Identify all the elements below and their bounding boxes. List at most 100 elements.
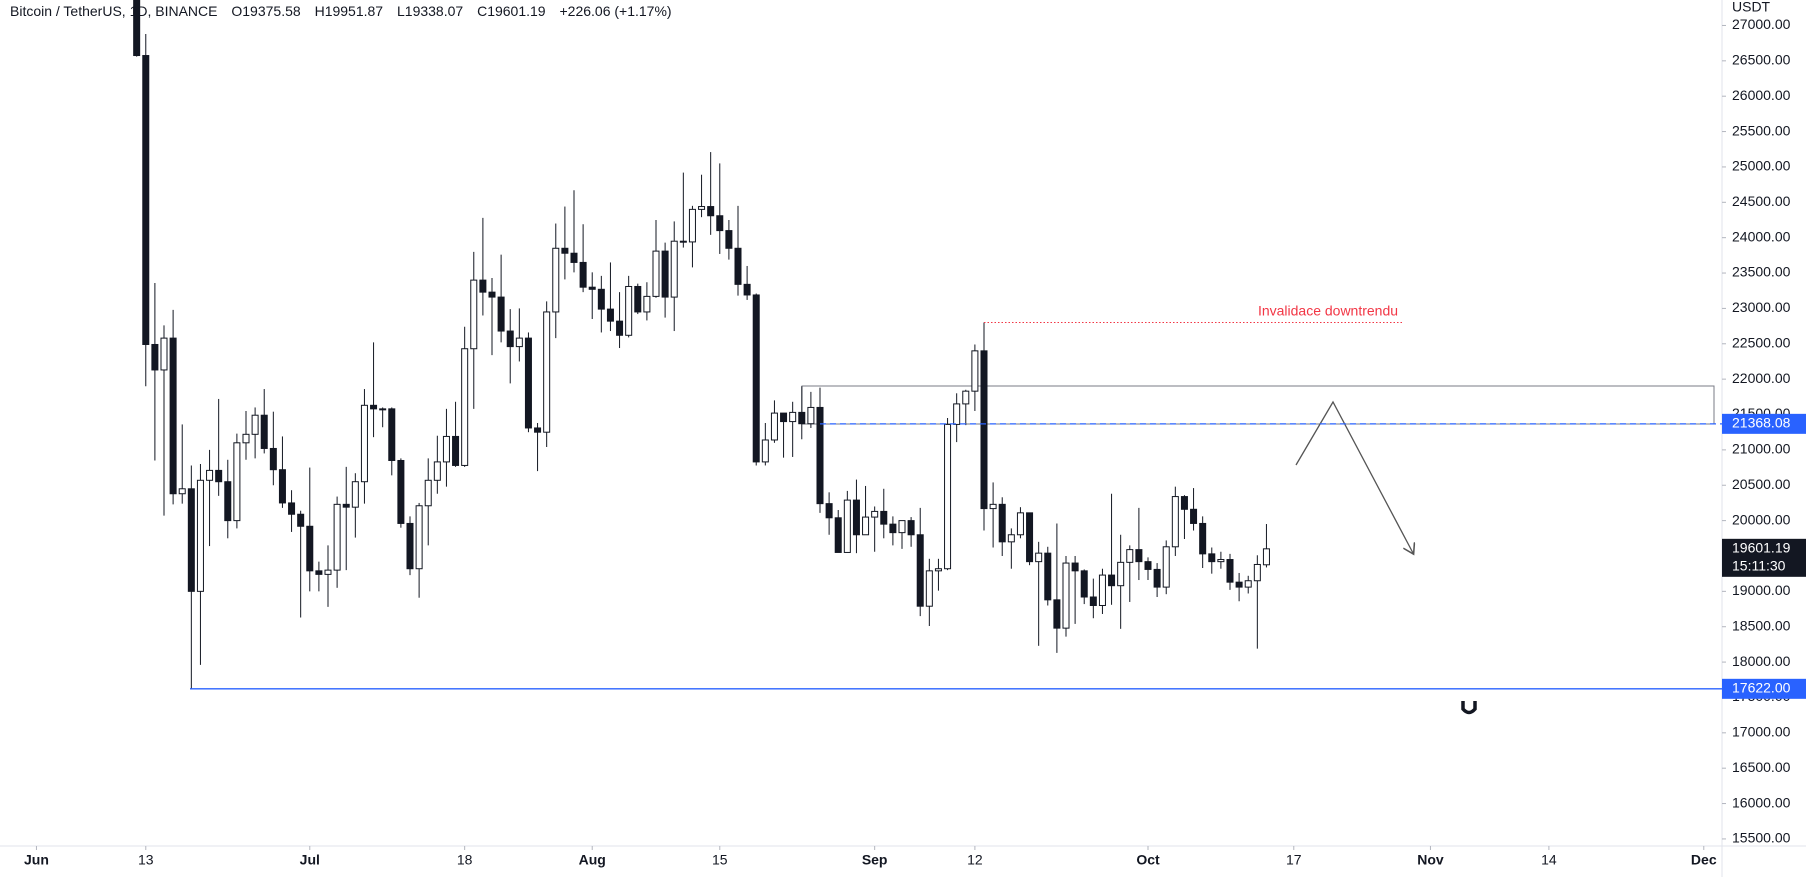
candle-body [643, 295, 651, 313]
candle-body [333, 503, 341, 571]
x-tick-label: Oct [1136, 852, 1160, 868]
candle-body [324, 569, 332, 575]
candle-body [552, 247, 560, 313]
candle-body [1217, 559, 1225, 563]
candle-body [761, 439, 769, 463]
currency-label: USDT [1732, 0, 1771, 15]
candle-body [698, 206, 706, 210]
candle-body [679, 240, 687, 243]
x-tick-label: Jul [300, 852, 320, 868]
y-tick-label: 18500.00 [1732, 617, 1791, 633]
candle-body [825, 503, 833, 519]
x-tick-label: 15 [712, 852, 728, 868]
candle-body [953, 403, 961, 425]
x-tick-label: 18 [457, 852, 473, 868]
x-tick-label: Dec [1691, 852, 1717, 868]
y-tick-label: 26500.00 [1732, 52, 1791, 68]
candle-body [588, 286, 596, 290]
candle-body [652, 250, 660, 297]
candle-body [971, 350, 979, 392]
candle-body [488, 291, 496, 298]
candle-body [151, 343, 159, 371]
candle-body [288, 502, 296, 515]
candle-body [807, 406, 815, 425]
candle-body [889, 523, 897, 534]
candle-body [962, 390, 970, 405]
candle-body [770, 412, 778, 441]
y-tick-label: 18000.00 [1732, 653, 1791, 669]
projection-arrow [1295, 400, 1413, 553]
x-tick-label: 13 [138, 852, 154, 868]
candle-body [616, 320, 624, 336]
candle-body [515, 337, 523, 348]
candle-body [688, 208, 696, 243]
candle-body [233, 442, 241, 522]
candle-body [342, 503, 350, 508]
candle-body [470, 279, 478, 350]
candle-body [242, 433, 250, 444]
header: Bitcoin / TetherUS, 1D, BINANCE O19375.5… [10, 3, 672, 19]
plot-area [133, 0, 1270, 689]
candle-body [1171, 496, 1179, 548]
candle-body [1126, 549, 1134, 563]
candle-body [789, 411, 797, 423]
candle-body [433, 461, 441, 481]
ohlc-value: 19601.19 [487, 3, 546, 19]
candle-body [1253, 563, 1261, 582]
ohlc-value: 19338.07 [405, 3, 464, 19]
candle-body [989, 503, 997, 510]
candle-body [1108, 574, 1116, 587]
candle-body [570, 252, 578, 263]
candle-body [898, 520, 906, 534]
candle-body [543, 311, 551, 433]
x-tick-label: Sep [862, 852, 888, 868]
candle-body [852, 499, 860, 536]
level-price-box [1722, 413, 1806, 434]
y-tick-label: 25500.00 [1732, 122, 1791, 138]
y-tick-label: 24000.00 [1732, 228, 1791, 244]
candle-body [907, 520, 915, 536]
candle-body [1262, 548, 1270, 566]
y-tick-label: 20500.00 [1732, 476, 1791, 492]
candle-body [133, 0, 141, 57]
candle-body [251, 414, 259, 435]
candle-body [625, 285, 633, 336]
candle-body [798, 411, 806, 425]
y-tick-label: 24500.00 [1732, 193, 1791, 209]
annotation-text: Invalidace downtrendu [1258, 302, 1398, 318]
candle-body [1153, 568, 1161, 588]
y-tick-label: 23500.00 [1732, 264, 1791, 280]
y-tick-label: 21000.00 [1732, 441, 1791, 457]
candle-body [916, 534, 924, 607]
candle-body [843, 499, 851, 553]
candle-body [1026, 512, 1034, 563]
candle-body [780, 412, 788, 423]
candle-body [415, 505, 423, 570]
y-tick-label: 22000.00 [1732, 370, 1791, 386]
y-tick-label: 25000.00 [1732, 158, 1791, 174]
candle-body [1208, 553, 1216, 563]
candle-body [925, 570, 933, 607]
candle-body [351, 481, 359, 508]
candle-body [834, 517, 842, 553]
candle-body [1062, 562, 1070, 629]
candle-body [1226, 559, 1234, 583]
candle-body [452, 435, 460, 466]
candle-body [406, 522, 414, 570]
candle-body [1135, 549, 1143, 563]
candle-body [1235, 581, 1243, 588]
y-tick-label: 16500.00 [1732, 759, 1791, 775]
candle-body [379, 408, 387, 411]
candle-body [1117, 561, 1125, 587]
candle-body [998, 503, 1006, 543]
candle-body [260, 414, 268, 449]
candle-body [752, 294, 760, 463]
candle-body [1199, 522, 1207, 555]
candle-body [871, 510, 879, 518]
candle-body [142, 55, 150, 345]
candle-body [1080, 570, 1088, 598]
candle-body [1035, 552, 1043, 563]
candle-body [370, 404, 378, 410]
candle-body [524, 337, 532, 429]
